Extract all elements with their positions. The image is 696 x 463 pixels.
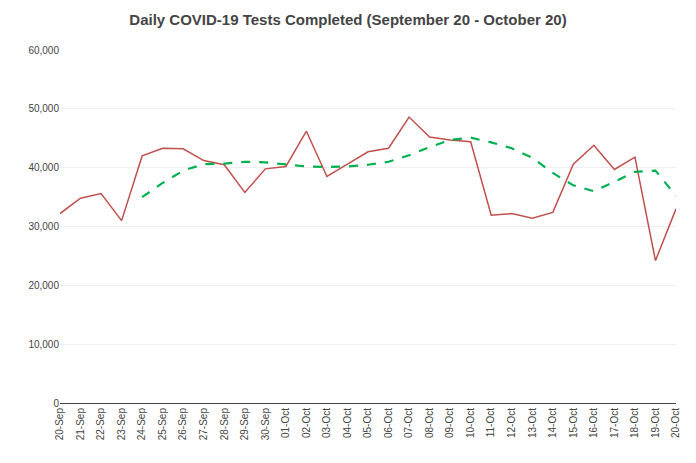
svg-text:28-Sep: 28-Sep	[219, 408, 230, 441]
svg-text:16-Oct: 16-Oct	[588, 408, 599, 438]
svg-text:50,000: 50,000	[28, 103, 59, 114]
svg-text:11-Oct: 11-Oct	[485, 408, 496, 437]
svg-text:Daily COVID-19 Tests Completed: Daily COVID-19 Tests Completed (Septembe…	[129, 11, 566, 28]
svg-text:40,000: 40,000	[28, 162, 59, 173]
svg-text:29-Sep: 29-Sep	[239, 408, 250, 441]
svg-text:09-Oct: 09-Oct	[444, 408, 455, 438]
svg-text:23-Sep: 23-Sep	[116, 408, 127, 441]
svg-text:20,000: 20,000	[28, 280, 59, 291]
svg-text:26-Sep: 26-Sep	[177, 408, 188, 441]
svg-text:10,000: 10,000	[28, 339, 59, 350]
svg-text:20-Oct: 20-Oct	[670, 408, 681, 438]
svg-text:27-Sep: 27-Sep	[198, 408, 209, 441]
svg-text:14-Oct: 14-Oct	[547, 408, 558, 438]
svg-text:60,000: 60,000	[28, 45, 59, 56]
svg-text:18-Oct: 18-Oct	[629, 408, 640, 438]
svg-text:13-Oct: 13-Oct	[527, 408, 538, 438]
svg-text:10-Oct: 10-Oct	[465, 408, 476, 438]
svg-text:25-Sep: 25-Sep	[157, 408, 168, 441]
svg-text:30-Sep: 30-Sep	[260, 408, 271, 441]
svg-text:17-Oct: 17-Oct	[609, 408, 620, 438]
svg-text:05-Oct: 05-Oct	[362, 408, 373, 438]
svg-text:0: 0	[53, 398, 59, 409]
svg-text:01-Oct: 01-Oct	[280, 408, 291, 438]
svg-text:30,000: 30,000	[28, 221, 59, 232]
svg-text:24-Sep: 24-Sep	[136, 408, 147, 441]
svg-text:22-Sep: 22-Sep	[95, 408, 106, 441]
svg-text:02-Oct: 02-Oct	[301, 408, 312, 438]
svg-text:07-Oct: 07-Oct	[403, 408, 414, 438]
svg-text:19-Oct: 19-Oct	[650, 408, 661, 438]
svg-text:20-Sep: 20-Sep	[54, 408, 65, 441]
svg-text:06-Oct: 06-Oct	[383, 408, 394, 438]
svg-text:21-Sep: 21-Sep	[75, 408, 86, 441]
svg-text:12-Oct: 12-Oct	[506, 408, 517, 438]
svg-text:15-Oct: 15-Oct	[568, 408, 579, 438]
svg-text:04-Oct: 04-Oct	[342, 408, 353, 438]
svg-text:03-Oct: 03-Oct	[321, 408, 332, 438]
svg-text:08-Oct: 08-Oct	[424, 408, 435, 438]
